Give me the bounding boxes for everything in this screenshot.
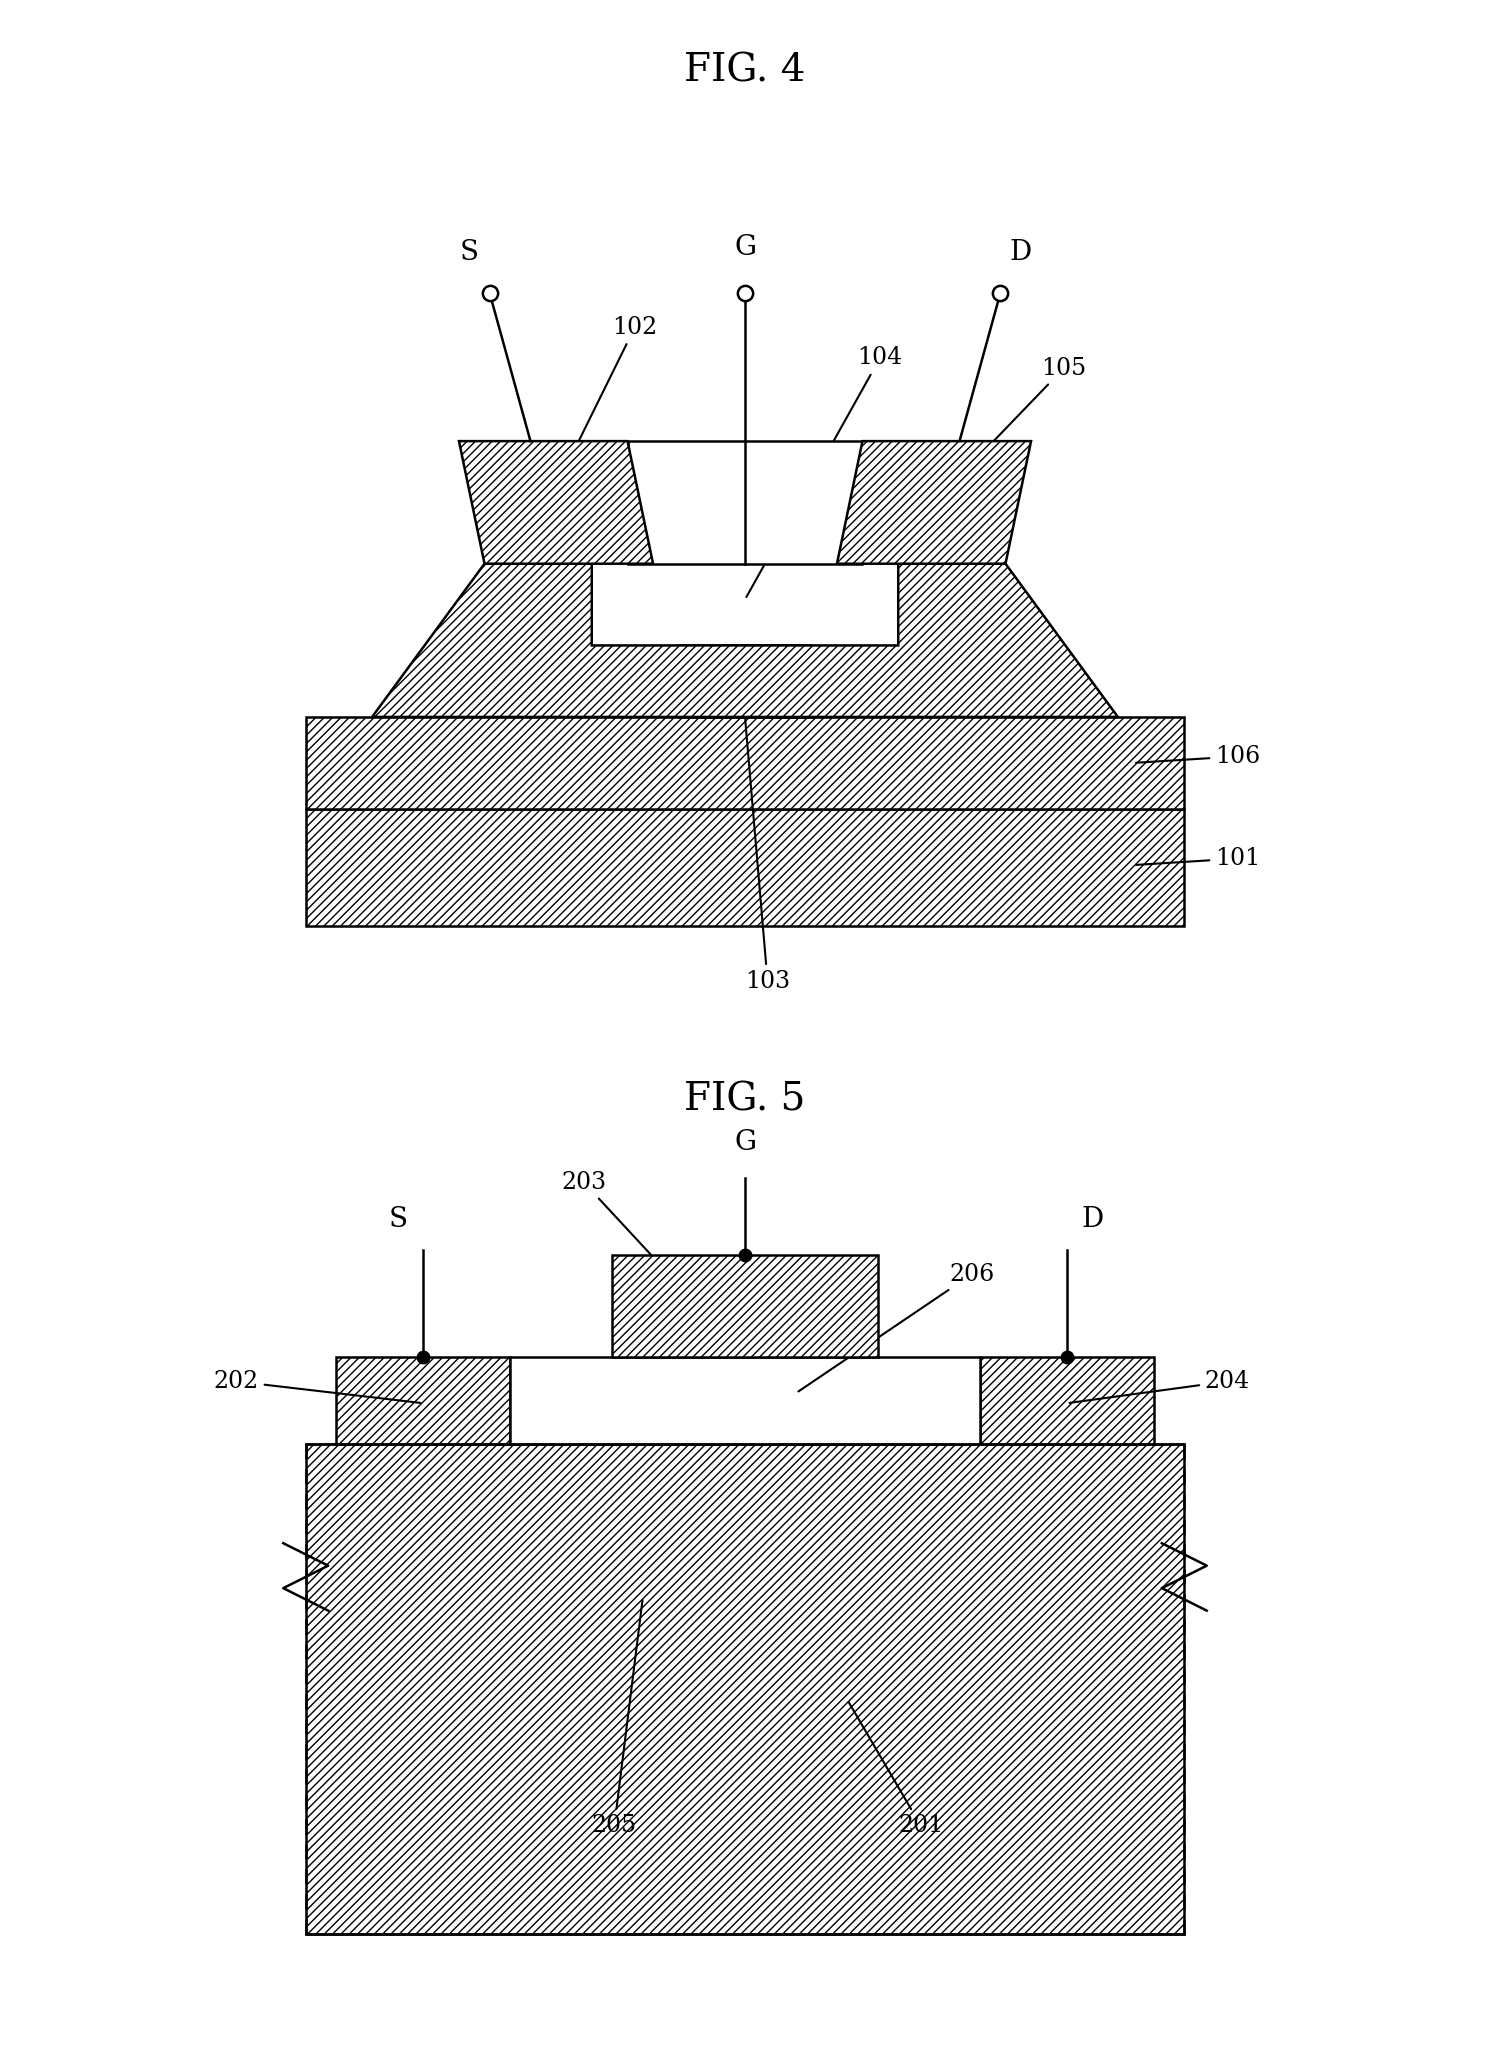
Polygon shape [837, 442, 1031, 563]
Text: 202: 202 [213, 1370, 420, 1404]
Text: S: S [389, 1205, 407, 1232]
Polygon shape [678, 646, 812, 716]
Text: 204: 204 [1070, 1370, 1250, 1404]
Text: D: D [1082, 1205, 1104, 1232]
Text: FIG. 4: FIG. 4 [684, 54, 806, 91]
Text: G: G [735, 1129, 755, 1156]
Text: 102: 102 [557, 316, 657, 485]
Polygon shape [337, 1358, 510, 1445]
Text: 206: 206 [799, 1263, 994, 1391]
Text: 205: 205 [592, 1600, 642, 1837]
Text: FIG. 5: FIG. 5 [684, 1082, 806, 1119]
Polygon shape [510, 1358, 980, 1445]
Text: 104: 104 [746, 347, 903, 596]
Text: S: S [460, 239, 478, 266]
Text: 105: 105 [951, 357, 1086, 485]
Text: 106: 106 [1135, 745, 1261, 768]
Polygon shape [305, 1445, 1185, 1934]
Text: 101: 101 [1135, 846, 1261, 871]
Polygon shape [372, 563, 1118, 716]
Text: 201: 201 [849, 1703, 943, 1837]
Polygon shape [612, 1255, 878, 1358]
Text: 103: 103 [745, 720, 790, 993]
Polygon shape [305, 809, 1185, 927]
Text: G: G [735, 233, 755, 260]
Polygon shape [459, 442, 653, 563]
Polygon shape [305, 716, 1185, 809]
Text: D: D [1010, 239, 1033, 266]
Polygon shape [627, 442, 863, 563]
Text: 203: 203 [562, 1170, 691, 1298]
Polygon shape [980, 1358, 1153, 1445]
